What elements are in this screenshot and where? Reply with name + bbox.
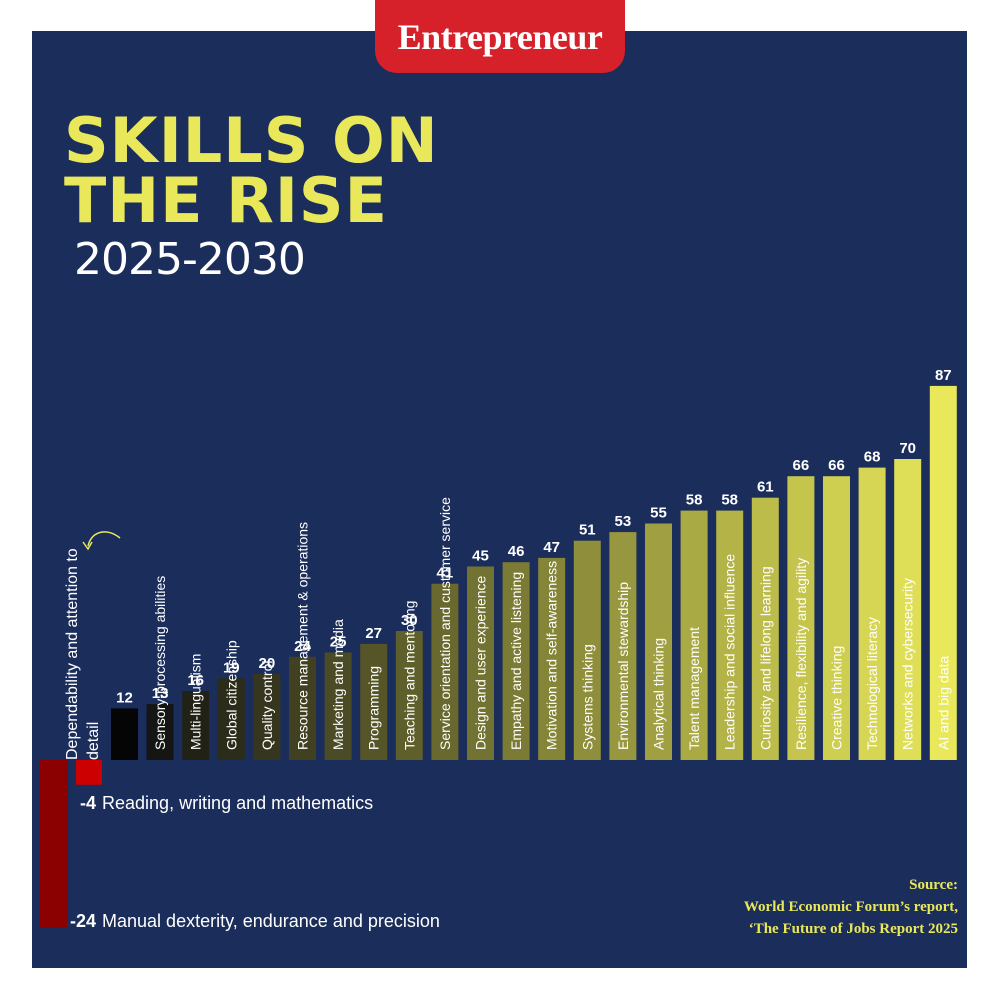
- bar-multi-lingualism: [182, 691, 210, 760]
- category-label-networks-and-cybersecurity: Networks and cybersecurity: [900, 578, 916, 750]
- category-label-resilience-flexibility-and-agility: Resilience, flexibility and agility: [793, 558, 809, 750]
- bar-technological-literacy: [858, 467, 886, 760]
- value-label-systems-thinking: 51: [579, 522, 596, 539]
- bar-marketing-and-media: [324, 652, 352, 760]
- bar-sensory-processing-abilities: [146, 704, 174, 760]
- source-note: Source: World Economic Forum’s report, ‘…: [744, 874, 958, 940]
- category-label-ai-and-big-data: AI and big data: [935, 656, 951, 750]
- value-label-sensory-processing-abilities: 13: [152, 685, 169, 702]
- value-label-ai-and-big-data: 87: [935, 367, 952, 384]
- brand-logo-text: Entrepreneur: [397, 16, 603, 57]
- category-label-talent-management: Talent management: [686, 627, 702, 750]
- value-label-networks-and-cybersecurity: 70: [899, 440, 916, 457]
- negative-category-reading: Reading, writing and mathematics: [102, 793, 374, 813]
- bar-creative-thinking: [823, 476, 850, 760]
- bar-resource-management-operations: [289, 656, 316, 760]
- value-label-leadership-and-social-influence: 58: [721, 492, 738, 509]
- category-label-quality-control: Quality control: [259, 661, 275, 750]
- value-label-programming: 27: [365, 625, 382, 642]
- bar-global-citizenship: [217, 678, 245, 760]
- bar-dependability-and-attention-to-detail: [111, 708, 138, 760]
- value-label-creative-thinking: 66: [828, 457, 845, 474]
- bar-networks-and-cybersecurity: [894, 459, 922, 760]
- value-label-curiosity-and-lifelong-learning: 61: [757, 479, 774, 496]
- category-label-multi-lingualism: Multi-lingualism: [188, 654, 204, 750]
- category-label-programming: Programming: [366, 666, 382, 750]
- bar-manual-dexterity-endurance-and-precision: [40, 760, 68, 928]
- bar-empathy-and-active-listening: [502, 562, 530, 760]
- category-label-leadership-and-social-influence: Leadership and social influence: [722, 554, 738, 750]
- bar-talent-management: [680, 510, 708, 760]
- value-label-multi-lingualism: 16: [187, 672, 204, 689]
- category-label-environmental-stewardship: Environmental stewardship: [615, 582, 631, 750]
- value-label-talent-management: 58: [686, 492, 703, 509]
- category-label-teaching-and-mentoring: Teaching and mentoring: [401, 601, 417, 750]
- category-label-empathy-and-active-listening: Empathy and active listening: [508, 572, 524, 750]
- negative-bar-label-manual: -24 Manual dexterity, endurance and preci…: [70, 911, 440, 932]
- source-line-2: ‘The Future of Jobs Report 2025: [748, 921, 958, 937]
- category-label-technological-literacy: Technological literacy: [864, 617, 880, 750]
- value-label-analytical-thinking: 55: [650, 505, 667, 522]
- value-label-empathy-and-active-listening: 46: [508, 543, 525, 560]
- value-label-motivation-and-self-awareness: 47: [543, 539, 560, 556]
- source-line-1: World Economic Forum’s report,: [743, 899, 958, 915]
- bar-resilience-flexibility-and-agility: [787, 476, 815, 760]
- negative-bar-label-reading: -4 Reading, writing and mathematics: [80, 793, 373, 814]
- page-title-line-2: THE RISE: [64, 164, 388, 237]
- value-label-global-citizenship: 19: [223, 659, 240, 676]
- brand-logo: Entrepreneur: [375, 0, 625, 73]
- value-label-teaching-and-mentoring: 30: [401, 612, 418, 629]
- category-label-global-citizenship: Global citizenship: [223, 640, 239, 750]
- category-label-motivation-and-self-awareness: Motivation and self-awareness: [544, 561, 560, 750]
- category-label-creative-thinking: Creative thinking: [829, 646, 845, 750]
- value-label-resilience-flexibility-and-agility: 66: [793, 457, 810, 474]
- category-label-marketing-and-media: Marketing and media: [330, 619, 346, 750]
- category-label-design-and-user-experience: Design and user experience: [473, 575, 489, 750]
- value-label-service-orientation-and-customer-service: 41: [437, 565, 454, 582]
- value-label-marketing-and-media: 25: [330, 634, 347, 651]
- negative-category-manual: Manual dexterity, endurance and precisio…: [102, 911, 440, 931]
- category-label-analytical-thinking: Analytical thinking: [651, 638, 667, 750]
- bar-quality-control: [253, 674, 281, 760]
- page-subtitle: 2025-2030: [74, 234, 306, 285]
- negative-value-reading: -4: [80, 793, 97, 813]
- bar-reading-writing-and-mathematics: [76, 760, 102, 785]
- value-label-environmental-stewardship: 53: [615, 513, 632, 530]
- bar-curiosity-and-lifelong-learning: [751, 497, 779, 760]
- category-label-sensory-processing-abilities: Sensory-processing abilities: [152, 576, 168, 750]
- curved-arrow-icon: [82, 531, 121, 551]
- value-label-quality-control: 20: [259, 655, 276, 672]
- bar-systems-thinking: [573, 540, 601, 760]
- bar-programming: [360, 643, 388, 760]
- category-label-resource-management-operations: Resource management & operations: [295, 522, 311, 750]
- value-label-design-and-user-experience: 45: [472, 548, 489, 565]
- bar-analytical-thinking: [645, 523, 672, 760]
- value-label-dependability-and-attention-to-detail: 12: [116, 689, 133, 706]
- source-heading: Source:: [909, 877, 958, 893]
- value-label-technological-literacy: 68: [864, 449, 881, 466]
- negative-value-manual: -24: [70, 911, 97, 931]
- bar-environmental-stewardship: [609, 532, 637, 760]
- bar-teaching-and-mentoring: [395, 631, 423, 760]
- bar-ai-and-big-data: [929, 385, 957, 760]
- bar-service-orientation-and-customer-service: [431, 583, 459, 760]
- category-label-systems-thinking: Systems thinking: [579, 644, 595, 750]
- value-label-resource-management-operations: 24: [294, 638, 311, 655]
- category-label-service-orientation-and-customer-service: Service orientation and customer service: [437, 497, 453, 750]
- category-label-curiosity-and-lifelong-learning: Curiosity and lifelong learning: [757, 566, 773, 750]
- bar-leadership-and-social-influence: [716, 510, 744, 760]
- bar-design-and-user-experience: [467, 566, 494, 760]
- bar-motivation-and-self-awareness: [538, 557, 566, 760]
- page-title-line-1: SKILLS ON: [64, 104, 439, 177]
